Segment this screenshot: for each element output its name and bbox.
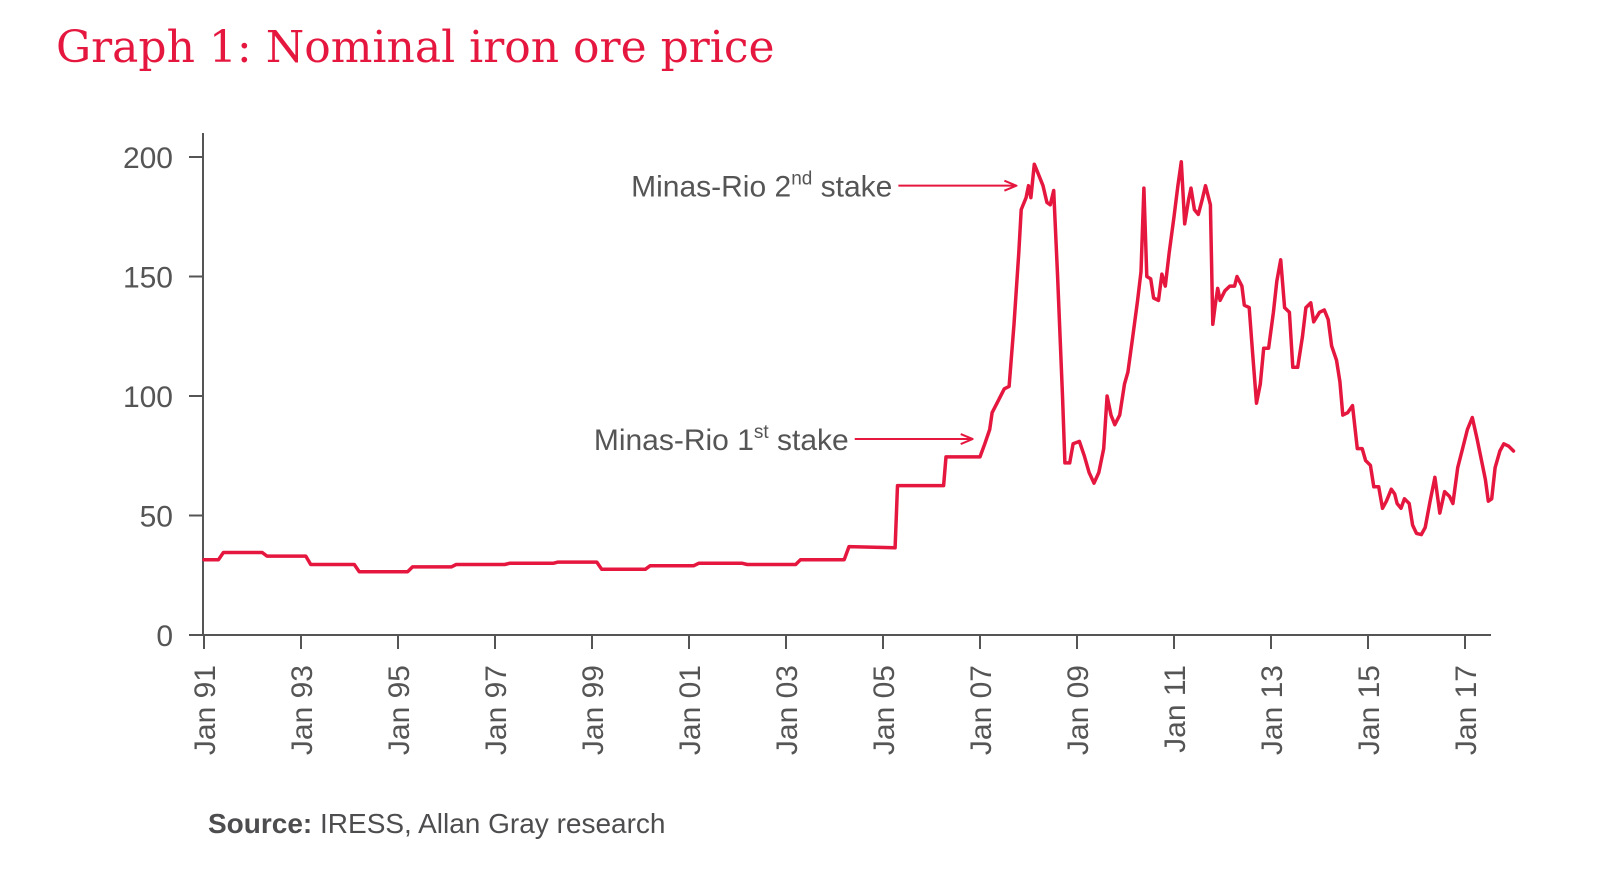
x-tick-label: Jan 99 xyxy=(577,665,610,755)
x-tick-label: Jan 13 xyxy=(1256,665,1289,755)
x-tick-label: Jan 95 xyxy=(383,665,416,755)
source-label: Source: xyxy=(208,808,313,839)
annotation-1: Minas-Rio 1st stake xyxy=(594,422,973,457)
x-tick-label: Jan 11 xyxy=(1159,665,1192,753)
y-tick-label: 0 xyxy=(156,620,173,653)
annotations-group: Minas-Rio 1st stake Minas-Rio 2nd stake xyxy=(594,169,1017,457)
x-tick-label: Jan 03 xyxy=(771,665,804,755)
chart-axes xyxy=(202,133,1491,636)
y-axis-ticks: 0 50 100 150 200 xyxy=(123,142,203,653)
y-tick-label: 100 xyxy=(123,381,173,414)
x-tick-label: Jan 01 xyxy=(674,665,707,755)
y-tick-label: 50 xyxy=(140,501,173,534)
x-tick-label: Jan 17 xyxy=(1450,665,1483,755)
x-axis-ticks: Jan 91 Jan 93 Jan 95 Jan 97 Jan 99 Jan 01 Jan … xyxy=(189,635,1483,755)
x-tick-label: Jan 07 xyxy=(965,665,998,755)
x-tick-label: Jan 05 xyxy=(868,665,901,755)
x-tick-label: Jan 97 xyxy=(480,665,513,755)
x-tick-label: Jan 93 xyxy=(286,665,319,755)
series-group xyxy=(202,160,1516,574)
y-tick-label: 200 xyxy=(123,142,173,175)
source-text: IRESS, Allan Gray research xyxy=(312,808,666,839)
price-line xyxy=(202,160,1516,574)
x-tick-label: Jan 91 xyxy=(189,665,222,755)
x-tick-label: Jan 09 xyxy=(1062,665,1095,755)
annotation-2: Minas-Rio 2nd stake xyxy=(631,169,1016,204)
x-tick-label: Jan 15 xyxy=(1353,665,1386,755)
annotation-label: Minas-Rio 2nd stake xyxy=(631,169,892,204)
y-tick-label: 150 xyxy=(123,262,173,295)
annotation-label: Minas-Rio 1st stake xyxy=(594,422,849,457)
chart-title: Graph 1: Nominal iron ore price xyxy=(56,22,775,73)
source-note: Source: IRESS, Allan Gray research xyxy=(208,808,666,840)
